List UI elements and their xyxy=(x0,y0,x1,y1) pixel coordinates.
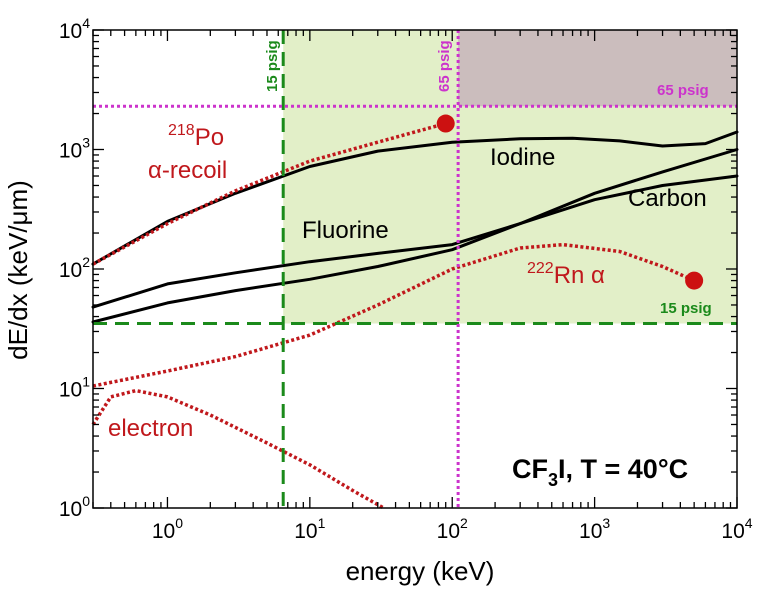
y-tick-label-exponent: 0 xyxy=(82,493,90,509)
y-tick-label-exponent: 2 xyxy=(82,254,90,270)
x-tick-label-exponent: 2 xyxy=(460,515,468,531)
x-tick-label-exponent: 0 xyxy=(175,515,183,531)
y-tick-label-exponent: 3 xyxy=(82,135,90,151)
y-tick-label-exponent: 1 xyxy=(82,374,90,390)
endpoint-marker-rn-222-alpha xyxy=(685,271,704,290)
y-tick-label: 101 xyxy=(59,374,90,402)
label-iodine: Iodine xyxy=(490,144,555,171)
endpoint-marker-po-218-alpha-recoil xyxy=(436,114,455,133)
threshold-65psig-label-vertical: 65 psig xyxy=(436,40,453,92)
curve-iodine xyxy=(91,130,739,266)
x-tick-label-exponent: 4 xyxy=(745,515,753,531)
x-tick-label-base: 10 xyxy=(579,520,602,543)
label-po218: 218Po xyxy=(168,122,224,151)
x-tick-label-base: 10 xyxy=(152,520,175,543)
x-tick-label: 104 xyxy=(721,515,752,543)
y-tick-label: 100 xyxy=(59,493,90,521)
y-axis-title: dE/dx (keV/μm) xyxy=(3,180,33,360)
ticks-group xyxy=(92,29,738,509)
label-po218-mass: 218 xyxy=(168,122,195,139)
annotation-subscript: 3 xyxy=(548,470,558,490)
x-tick-label: 103 xyxy=(579,515,610,543)
curve-po-218-alpha-recoil xyxy=(92,121,447,266)
threshold-15psig-label-horizontal: 15 psig xyxy=(660,300,712,317)
curve-electron xyxy=(91,388,385,510)
y-tick-label: 103 xyxy=(59,135,90,163)
label-rn222: 222Rn α xyxy=(527,260,605,289)
label-fluorine: Fluorine xyxy=(302,217,389,244)
curve-carbon xyxy=(91,148,739,309)
label-carbon: Carbon xyxy=(628,185,707,212)
x-tick-label-base: 10 xyxy=(721,520,744,543)
y-tick-label: 104 xyxy=(59,15,90,43)
x-tick-label: 102 xyxy=(437,515,468,543)
x-tick-label-exponent: 1 xyxy=(318,515,326,531)
label-rn222-mass: 222 xyxy=(527,260,554,277)
y-tick-label-base: 10 xyxy=(59,498,82,521)
y-tick-label: 102 xyxy=(59,254,90,282)
markers-group xyxy=(436,114,704,290)
x-tick-label-exponent: 3 xyxy=(602,515,610,531)
x-tick-label: 100 xyxy=(152,515,183,543)
y-tick-label-base: 10 xyxy=(59,379,82,402)
label-electron: electron xyxy=(108,415,193,442)
y-tick-label-base: 10 xyxy=(59,140,82,163)
annotation-suffix: I, T = 40°C xyxy=(558,454,688,484)
x-tick-label: 101 xyxy=(294,515,325,543)
threshold-15psig-label-vertical: 15 psig xyxy=(264,40,281,92)
label-rn222-element: Rn α xyxy=(554,262,605,289)
region-65psig xyxy=(458,30,737,107)
condition-annotation: CF3I, T = 40°C xyxy=(512,454,688,490)
label-po218-element: Po xyxy=(195,124,224,151)
x-tick-label-base: 10 xyxy=(294,520,317,543)
y-tick-label-base: 10 xyxy=(59,20,82,43)
y-tick-label-base: 10 xyxy=(59,259,82,282)
annotation-prefix: CF xyxy=(512,454,548,484)
x-axis-title: energy (keV) xyxy=(346,556,495,586)
curve-fluorine xyxy=(91,174,739,324)
curves-group xyxy=(91,121,739,510)
x-tick-label-base: 10 xyxy=(437,520,460,543)
threshold-65psig-label-horizontal: 65 psig xyxy=(657,82,709,99)
y-tick-label-exponent: 4 xyxy=(82,15,90,31)
label-alpha-recoil: α-recoil xyxy=(148,157,227,184)
curve-rn-222-alpha xyxy=(92,242,695,388)
